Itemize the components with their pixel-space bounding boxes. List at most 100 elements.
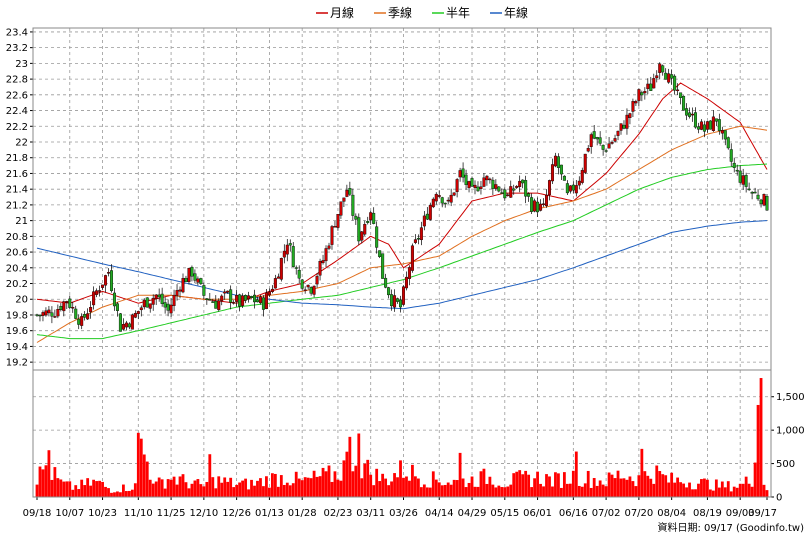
candle <box>202 282 206 300</box>
candle <box>485 175 489 186</box>
volume-bar <box>473 486 477 497</box>
candle <box>208 292 212 301</box>
candle <box>232 300 236 305</box>
candle <box>488 177 492 184</box>
volume-bar <box>282 484 286 497</box>
volume-bar <box>315 476 319 497</box>
legend-label: 半年 <box>446 6 470 20</box>
volume-bar <box>214 488 218 497</box>
volume-bar <box>354 465 358 497</box>
candle <box>312 285 316 298</box>
date-tick-label: 08/19 <box>693 508 722 519</box>
volume-bar <box>223 477 227 497</box>
candle <box>333 220 337 228</box>
volume-bar <box>232 487 236 497</box>
volume-bar <box>524 470 528 497</box>
candle <box>634 99 638 107</box>
volume-bar <box>431 471 435 497</box>
volume-bar <box>196 479 200 497</box>
candle <box>452 192 456 197</box>
volume-bar <box>628 476 632 497</box>
candle <box>497 186 501 193</box>
candle <box>399 295 403 313</box>
candle <box>580 167 584 185</box>
candle <box>360 231 364 244</box>
price-tick-label: 22.6 <box>6 90 28 101</box>
volume-bar <box>321 467 325 497</box>
candle <box>476 181 480 192</box>
candle <box>65 300 69 310</box>
volume-bar <box>700 479 703 497</box>
volume-bar <box>762 484 766 497</box>
candle <box>711 110 715 132</box>
candle <box>68 295 72 310</box>
volume-bar <box>714 479 718 497</box>
date-axis-ticks: 09/18 10/07 10/23 11/10 11/25 12/10 12/26 01/13… <box>23 497 777 519</box>
volume-bar <box>342 460 346 497</box>
volume-bar <box>694 489 697 497</box>
volume-bar <box>190 483 194 497</box>
volume-bar <box>309 478 313 497</box>
candle <box>702 120 706 138</box>
candle <box>294 265 298 275</box>
candle <box>351 188 355 221</box>
volume-axis-ticks: 1,500 1,000 500 0 <box>771 392 805 504</box>
volume-bar <box>360 478 364 497</box>
volume-bar <box>47 450 51 497</box>
volume-bar <box>276 486 280 497</box>
candle <box>503 187 507 201</box>
volume-bar <box>65 481 69 497</box>
candle <box>542 198 546 207</box>
candle <box>372 207 376 225</box>
date-tick-label: 09/03 <box>726 508 755 519</box>
date-tick-label: 04/14 <box>425 508 454 519</box>
volume-bar <box>613 478 617 497</box>
candle <box>559 164 563 180</box>
candle <box>253 289 257 309</box>
candle <box>685 103 689 121</box>
candle <box>601 144 605 156</box>
candle <box>348 181 352 196</box>
volume-bar <box>235 484 239 497</box>
legend-label: 月線 <box>330 5 354 20</box>
legend-item: 季線 <box>374 5 412 20</box>
candle <box>565 180 569 195</box>
volume-bar <box>482 468 486 497</box>
volume-bar <box>145 461 149 497</box>
volume-bar <box>122 484 125 497</box>
candle <box>628 112 632 125</box>
date-tick-label: 03/26 <box>389 508 418 519</box>
volume-bar <box>199 484 203 497</box>
candle <box>264 289 268 310</box>
volume-bar <box>586 470 590 497</box>
volume-bar <box>703 478 706 497</box>
volume-bar <box>241 480 244 497</box>
candle <box>658 62 662 80</box>
candle <box>101 284 105 291</box>
candle <box>640 90 644 102</box>
volume-bar <box>676 477 680 497</box>
volume-bar <box>479 471 483 497</box>
volume-bar <box>506 486 510 497</box>
candle <box>205 298 209 305</box>
volume-bar <box>568 483 572 497</box>
candle <box>562 175 566 181</box>
volume-bar <box>604 486 608 497</box>
date-tick-label: 06/16 <box>559 508 588 519</box>
candle <box>41 310 45 322</box>
volume-bar <box>268 487 271 497</box>
candle <box>741 168 745 190</box>
candle <box>50 306 54 324</box>
volume-bar <box>738 483 742 497</box>
volume-bar <box>741 483 745 497</box>
candle <box>139 305 143 317</box>
candle <box>720 126 724 140</box>
volume-bar <box>393 473 396 497</box>
date-tick-label: 01/13 <box>255 508 284 519</box>
volume-bar <box>655 465 659 497</box>
candle <box>118 313 122 332</box>
candle <box>300 278 304 291</box>
volume-bar <box>238 482 242 497</box>
volume-bar <box>303 477 307 497</box>
volume-tick-label: 0 <box>776 493 782 504</box>
